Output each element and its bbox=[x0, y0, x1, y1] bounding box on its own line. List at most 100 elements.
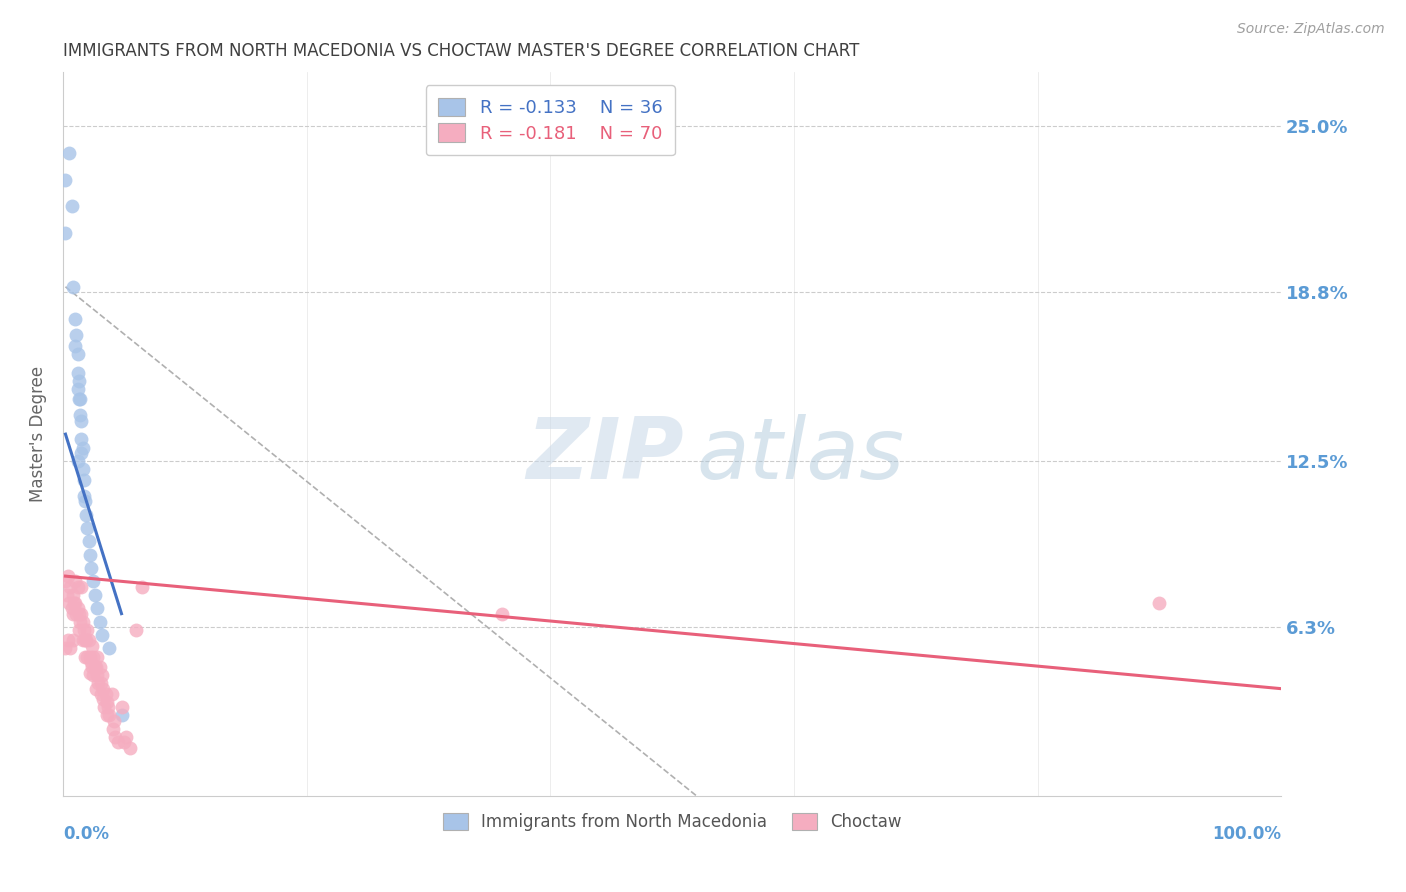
Point bbox=[62, 607, 84, 621]
Point bbox=[73, 473, 96, 487]
Point bbox=[66, 366, 89, 380]
Point bbox=[62, 633, 84, 648]
Point bbox=[70, 433, 93, 447]
Point bbox=[91, 692, 114, 706]
Point bbox=[86, 649, 108, 664]
Point bbox=[79, 665, 101, 680]
Point bbox=[70, 446, 93, 460]
Point bbox=[98, 708, 121, 723]
Point bbox=[55, 574, 77, 589]
Point bbox=[67, 374, 90, 388]
Point bbox=[65, 328, 87, 343]
Point bbox=[62, 588, 84, 602]
Point bbox=[89, 615, 111, 629]
Point bbox=[73, 623, 96, 637]
Point bbox=[82, 660, 104, 674]
Y-axis label: Master's Degree: Master's Degree bbox=[30, 366, 46, 502]
Point bbox=[55, 226, 77, 240]
Point bbox=[89, 660, 111, 674]
Point bbox=[67, 623, 90, 637]
Point bbox=[60, 199, 83, 213]
Point bbox=[55, 588, 77, 602]
Point bbox=[87, 676, 110, 690]
Point bbox=[90, 687, 112, 701]
Point bbox=[77, 534, 100, 549]
Legend: Immigrants from North Macedonia, Choctaw: Immigrants from North Macedonia, Choctaw bbox=[436, 806, 908, 838]
Point bbox=[67, 607, 90, 621]
Point bbox=[107, 735, 129, 749]
Point bbox=[77, 633, 100, 648]
Point bbox=[73, 649, 96, 664]
Point bbox=[131, 580, 153, 594]
Point bbox=[76, 649, 98, 664]
Point bbox=[59, 580, 82, 594]
Point bbox=[75, 508, 97, 522]
Point bbox=[59, 641, 82, 656]
Point bbox=[72, 615, 94, 629]
Point bbox=[91, 628, 114, 642]
Point bbox=[56, 633, 79, 648]
Point bbox=[60, 601, 83, 615]
Point bbox=[58, 596, 80, 610]
Point bbox=[55, 641, 77, 656]
Point bbox=[82, 639, 104, 653]
Point bbox=[66, 601, 89, 615]
Point bbox=[72, 462, 94, 476]
Point bbox=[73, 633, 96, 648]
Point bbox=[491, 607, 513, 621]
Point bbox=[110, 700, 132, 714]
Point bbox=[80, 561, 103, 575]
Point bbox=[62, 279, 84, 293]
Point bbox=[58, 145, 80, 160]
Point bbox=[84, 660, 107, 674]
Point bbox=[70, 414, 93, 428]
Point bbox=[115, 730, 138, 744]
Point bbox=[63, 312, 86, 326]
Point bbox=[55, 172, 77, 186]
Point bbox=[66, 580, 89, 594]
Point bbox=[112, 735, 135, 749]
Point bbox=[90, 676, 112, 690]
Point bbox=[69, 392, 91, 407]
Point bbox=[94, 687, 117, 701]
Point bbox=[56, 569, 79, 583]
Point bbox=[103, 714, 125, 728]
Text: 100.0%: 100.0% bbox=[1212, 825, 1281, 843]
Point bbox=[1149, 596, 1171, 610]
Point bbox=[75, 633, 97, 648]
Point bbox=[80, 655, 103, 669]
Point bbox=[100, 687, 122, 701]
Point bbox=[69, 409, 91, 423]
Point bbox=[70, 580, 93, 594]
Text: ZIP: ZIP bbox=[526, 415, 683, 498]
Point bbox=[79, 548, 101, 562]
Point bbox=[101, 722, 124, 736]
Text: 0.0%: 0.0% bbox=[63, 825, 110, 843]
Point bbox=[70, 607, 93, 621]
Text: atlas: atlas bbox=[696, 415, 904, 498]
Point bbox=[125, 623, 148, 637]
Point bbox=[98, 641, 121, 656]
Point bbox=[86, 601, 108, 615]
Point bbox=[72, 441, 94, 455]
Point bbox=[76, 623, 98, 637]
Point bbox=[83, 660, 105, 674]
Point bbox=[104, 730, 127, 744]
Point bbox=[63, 596, 86, 610]
Point bbox=[84, 681, 107, 696]
Point bbox=[66, 382, 89, 396]
Point bbox=[72, 633, 94, 648]
Point bbox=[63, 596, 86, 610]
Point bbox=[96, 695, 118, 709]
Point bbox=[91, 668, 114, 682]
Point bbox=[76, 521, 98, 535]
Point bbox=[82, 649, 104, 664]
Point bbox=[93, 700, 115, 714]
Point bbox=[97, 700, 120, 714]
Point bbox=[96, 708, 118, 723]
Point bbox=[79, 649, 101, 664]
Point bbox=[69, 615, 91, 629]
Point bbox=[91, 681, 114, 696]
Point bbox=[63, 574, 86, 589]
Point bbox=[65, 607, 87, 621]
